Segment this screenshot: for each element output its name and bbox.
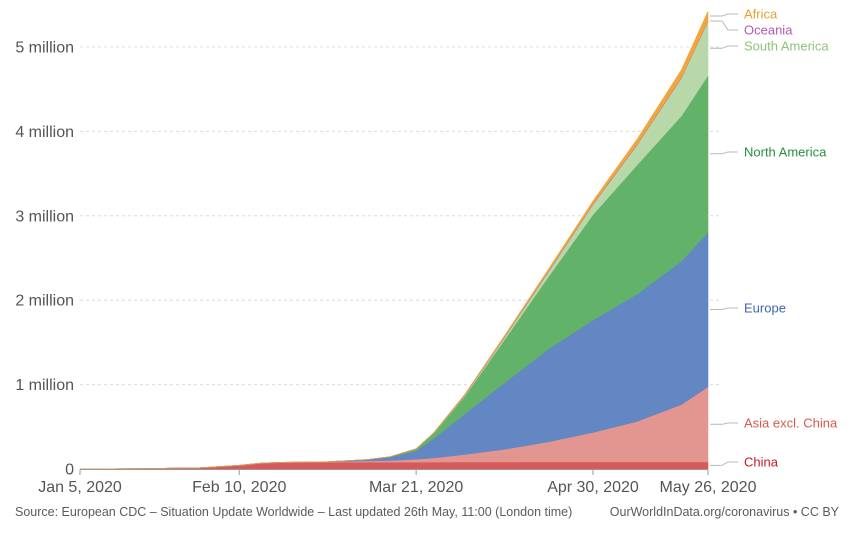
legend-label[interactable]: Asia excl. China [744,416,838,431]
legend-connector [710,422,738,425]
area-africa [79,11,709,470]
source-note: Source: European CDC – Situation Update … [15,505,573,519]
legend-label[interactable]: Europe [744,301,786,316]
x-tick-label: Mar 21, 2020 [369,479,463,496]
y-tick-label: 2 million [15,293,74,310]
legend-connector [710,151,738,155]
axes: 0 1 million 2 million 3 million 4 million 5 m… [15,40,756,497]
legend-label[interactable]: South America [744,39,829,54]
y-tick-label: 0 [65,462,74,479]
legend-label[interactable]: China [744,455,779,470]
legend-connector [710,45,738,49]
credit-link[interactable]: OurWorldInData.org/coronavirus • CC BY [609,505,839,519]
y-tick-label: 3 million [15,208,74,225]
x-tick-label: Apr 30, 2020 [547,479,639,496]
legend-label[interactable]: Africa [744,7,778,22]
legend-connector [710,461,738,466]
legend-connector [710,20,738,31]
x-tick-label: Feb 10, 2020 [192,479,286,496]
y-tick-label: 5 million [15,40,74,57]
legend-label[interactable]: North America [744,145,827,160]
x-tick-label: May 26, 2020 [660,479,757,496]
y-tick-label: 4 million [15,124,74,141]
legend-connector [710,13,738,17]
x-tick-label: Jan 5, 2020 [38,479,122,496]
legend-label[interactable]: Oceania [744,23,793,38]
series-areas [79,11,709,470]
y-tick-label: 1 million [15,377,74,394]
gridlines [80,46,720,386]
legend-connector [710,307,738,311]
